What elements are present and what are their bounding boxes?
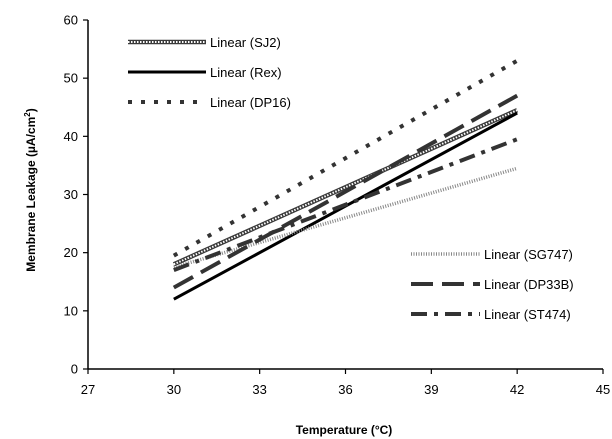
y-axis-title-end: )	[24, 108, 38, 112]
y-tick-label: 40	[64, 129, 78, 144]
series-line-linear-sg747	[173, 166, 518, 269]
x-tick-label: 39	[424, 382, 438, 397]
x-tick-label: 45	[596, 382, 610, 397]
series-line-linear-sj2	[172, 108, 519, 267]
legend-label-linear-dp16: Linear (DP16)	[210, 95, 291, 110]
y-tick-label: 60	[64, 13, 78, 28]
y-tick-label: 30	[64, 187, 78, 202]
series-layer	[172, 58, 519, 301]
series-line-linear-dp33b	[172, 93, 519, 290]
legend-label-linear-sg747: Linear (SG747)	[484, 247, 573, 262]
x-tick-label: 42	[510, 382, 524, 397]
axes: 0 10 20 30 40 50 60 27 30 33 36 39 42 45	[64, 13, 611, 398]
x-axis-title: Temperature (°C)	[296, 423, 393, 437]
y-axis-title: Membrane Leakage (µA/cm2)	[23, 108, 38, 271]
x-tick-label: 30	[167, 382, 181, 397]
y-tick-label: 50	[64, 71, 78, 86]
y-axis-title-main: Membrane Leakage (µA/cm	[24, 117, 38, 272]
x-tick-label: 36	[338, 382, 352, 397]
series-line-linear-dp16	[172, 58, 519, 258]
series-line-linear-st474	[173, 137, 518, 272]
legend-label-linear-dp33b: Linear (DP33B)	[484, 277, 574, 292]
legend-label-linear-rex: Linear (Rex)	[210, 65, 282, 80]
y-tick-label: 10	[64, 303, 78, 318]
y-axis-title-sup: 2	[23, 112, 32, 117]
y-tick-label: 20	[64, 245, 78, 260]
y-tick-label: 0	[71, 362, 78, 377]
legend-label-linear-sj2: Linear (SJ2)	[210, 35, 281, 50]
legend: Linear (SJ2) Linear (Rex) Linear (DP16) Lin…	[128, 35, 574, 322]
x-tick-label: 33	[252, 382, 266, 397]
x-tick-label: 27	[81, 382, 95, 397]
legend-label-linear-st474: Linear (ST474)	[484, 307, 571, 322]
